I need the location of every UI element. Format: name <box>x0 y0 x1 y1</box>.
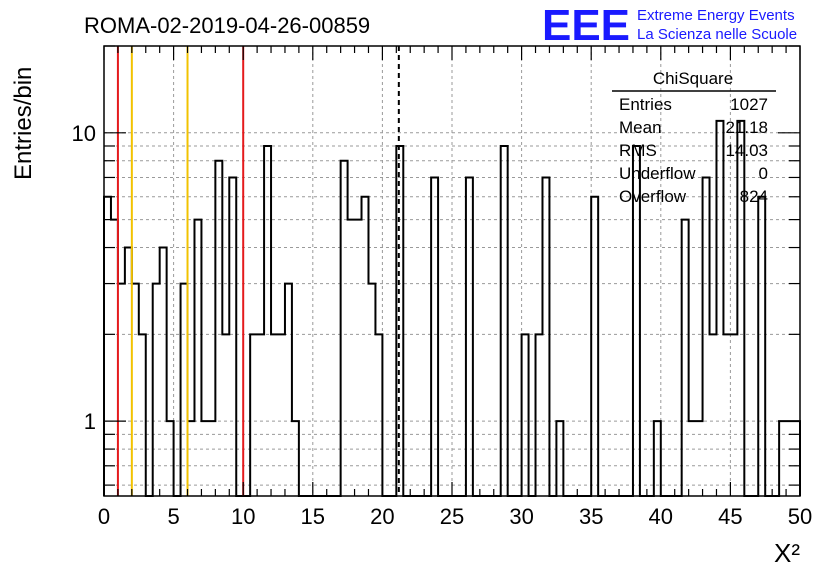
y-axis-label: Entries/bin <box>10 67 37 180</box>
histogram-bin <box>250 334 257 496</box>
stats-key: RMS <box>619 141 657 160</box>
chart-title: ROMA-02-2019-04-26-00859 <box>84 13 370 38</box>
x-tick-label: 30 <box>509 504 533 529</box>
histogram-bin <box>215 161 222 496</box>
histogram-bin <box>125 248 132 496</box>
x-tick-label: 10 <box>231 504 255 529</box>
stats-title: ChiSquare <box>653 69 733 88</box>
histogram-bin <box>682 220 689 496</box>
x-tick-label: 0 <box>98 504 110 529</box>
x-tick-label: 45 <box>718 504 742 529</box>
histogram-bin <box>111 220 118 496</box>
histogram-bin <box>375 334 382 496</box>
logo-line2: La Scienza nelle Scuole <box>637 26 797 43</box>
histogram-bin <box>264 146 271 496</box>
histogram-bin <box>368 284 375 496</box>
histogram-bin <box>431 177 438 496</box>
histogram-bin <box>222 334 229 496</box>
axis-ticks <box>103 45 801 496</box>
histogram-bin <box>542 177 549 496</box>
histogram-bin <box>355 220 362 496</box>
histogram-bin <box>285 284 292 496</box>
histogram-bin <box>194 220 201 496</box>
histogram-bin <box>153 284 160 496</box>
histogram-outline <box>103 119 801 497</box>
histogram-bin <box>591 197 598 496</box>
histogram-bin <box>466 177 473 496</box>
histogram-bin <box>703 177 710 496</box>
grid <box>103 45 801 496</box>
histogram-bin <box>501 146 508 496</box>
histogram-bin <box>362 197 369 496</box>
stats-key: Overflow <box>619 187 687 206</box>
histogram-bars <box>103 119 801 497</box>
stats-value: 14.03 <box>725 141 768 160</box>
x-tick-label: 15 <box>301 504 325 529</box>
x-tick-label: 35 <box>579 504 603 529</box>
stats-key: Underflow <box>619 164 696 183</box>
y-tick-label: 10 <box>72 121 96 146</box>
stats-box: ChiSquare Entries 1027 Mean 21.18 RMS 14.03 Un… <box>612 69 776 206</box>
histogram-bin <box>278 334 285 496</box>
histogram-bin <box>257 334 264 496</box>
histogram-bin <box>104 197 111 496</box>
histogram-bin <box>181 284 188 496</box>
histogram-bin <box>229 177 236 496</box>
stats-value: 824 <box>740 187 768 206</box>
histogram-bin <box>139 334 146 496</box>
x-axis-label: X² <box>774 538 800 568</box>
stats-key: Mean <box>619 118 662 137</box>
stats-key: Entries <box>619 95 672 114</box>
logo-mark: EEE <box>542 1 630 50</box>
histogram-bin <box>723 334 730 496</box>
x-tick-label: 25 <box>440 504 464 529</box>
histogram-bin <box>132 284 139 496</box>
histogram-bin <box>341 161 348 496</box>
histogram-bin <box>536 334 543 496</box>
histogram-bin <box>522 334 529 496</box>
histogram-bin <box>271 334 278 496</box>
histogram-bin <box>730 334 737 496</box>
logo-line1: Extreme Energy Events <box>637 7 795 24</box>
stats-value: 0 <box>759 164 768 183</box>
x-tick-label: 5 <box>167 504 179 529</box>
x-tick-label: 20 <box>370 504 394 529</box>
histogram-bin <box>348 220 355 496</box>
histogram-bin <box>118 284 125 496</box>
x-tick-label: 40 <box>649 504 673 529</box>
stats-value: 1027 <box>730 95 768 114</box>
histogram-bin <box>710 334 717 496</box>
histogram-bin <box>160 248 167 496</box>
y-tick-label: 1 <box>84 409 96 434</box>
stats-value: 21.18 <box>725 118 768 137</box>
histogram-bin <box>758 197 765 496</box>
x-tick-label: 50 <box>788 504 812 529</box>
tick-labels: 0 5 10 15 20 25 30 35 40 45 50 1 10 <box>72 121 813 529</box>
